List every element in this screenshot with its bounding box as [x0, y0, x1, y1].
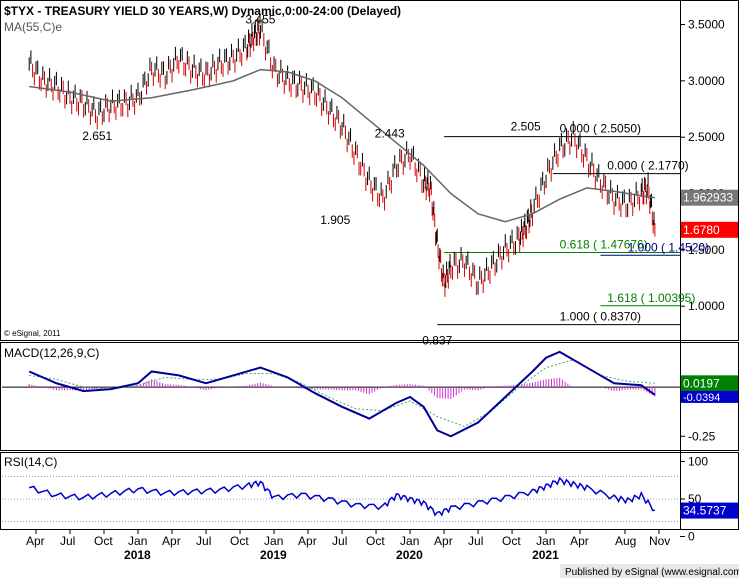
x-year-label: 2020	[396, 548, 423, 562]
x-year-label: 2021	[532, 548, 559, 562]
rsi-badge: 34.5737	[683, 504, 727, 518]
x-month-label: Jul	[60, 534, 75, 548]
price-pane: 3.50003.00002.50002.00001.50001.00000.00…	[28, 13, 738, 348]
x-month-label: Jan	[400, 534, 419, 548]
ma-label: MA(55,C)e	[4, 20, 62, 34]
x-month-label: Oct	[94, 534, 113, 548]
rsi-title: RSI(14,C)	[4, 455, 57, 469]
y-tick-label: 3.0000	[688, 74, 725, 88]
rsi-line	[28, 476, 655, 517]
rsi-pane-border	[0, 452, 739, 530]
rsi-tick-label: 100	[688, 455, 708, 469]
x-year-label: 2018	[124, 548, 151, 562]
x-month-label: Aug	[615, 534, 636, 548]
rsi-badge-bg	[681, 502, 738, 519]
price-badge: 1.962933	[683, 191, 733, 205]
fib-label: 1.000 ( 0.8370)	[560, 310, 641, 324]
footer-text: Published by eSignal (www.esignal.com)	[565, 567, 739, 578]
y-tick-label: 1.0000	[688, 299, 725, 313]
macd-signal-line	[29, 359, 655, 427]
x-year-label: 2019	[260, 548, 287, 562]
x-month-label: Apr	[162, 534, 181, 548]
price-annotation: 0.837	[422, 334, 452, 348]
copyright-label: © eSignal, 2011	[4, 329, 61, 338]
x-month-label: Jul	[332, 534, 347, 548]
x-month-label: Apr	[570, 534, 589, 548]
footer-bar	[560, 564, 739, 578]
last-price-badge: 1.6780	[683, 223, 720, 237]
macd-badge-bg	[681, 375, 738, 392]
fib-label: 0.618 ( 1.47676)	[560, 237, 648, 251]
rsi-tick-label: 0	[688, 530, 695, 544]
price-annotation: 1.905	[320, 213, 350, 227]
macd-line	[28, 350, 656, 438]
price-annotation: 2.651	[82, 129, 112, 143]
y-tick-label: 1.5000	[688, 243, 725, 257]
macd-badge2-bg	[681, 390, 738, 403]
x-month-label: Oct	[502, 534, 521, 548]
fib-label: 1.618 ( 1.00395)	[607, 291, 695, 305]
x-month-label: Oct	[366, 534, 385, 548]
macd-pane: -0.25 0.0197 -0.0394	[2, 350, 738, 443]
y-tick-label: 3.5000	[688, 18, 725, 32]
x-axis: Apr Jul Oct Jan Apr Jul Oct Jan Apr Jul Oct Jan Apr J…	[26, 530, 670, 562]
fib-label: 0.000 ( 2.1770)	[607, 159, 688, 173]
x-month-label: Oct	[230, 534, 249, 548]
macd-badge: 0.0197	[683, 376, 720, 390]
x-month-label: Jul	[196, 534, 211, 548]
x-month-label: Nov	[649, 534, 670, 548]
macd-badge2: -0.0394	[683, 392, 720, 404]
price-annotation: 2.505	[511, 120, 541, 134]
rsi-pane: 100 50 0 34.5737	[2, 455, 738, 544]
fib-label: 0.000 ( 2.5050)	[560, 122, 641, 136]
macd-title: MACD(12,26,9,C)	[4, 346, 99, 360]
x-month-label: Jan	[536, 534, 555, 548]
x-month-label: Jul	[468, 534, 483, 548]
x-month-label: Apr	[298, 534, 317, 548]
x-month-label: Jan	[128, 534, 147, 548]
price-annotation: 3.455	[245, 13, 275, 27]
price-annotation: 2.443	[375, 127, 405, 141]
x-month-label: Jan	[264, 534, 283, 548]
x-month-label: Apr	[434, 534, 453, 548]
last-price-badge-bg	[681, 221, 738, 238]
macd-tick-label: -0.25	[688, 429, 716, 443]
macd-pane-border	[0, 342, 739, 451]
ma-line	[29, 68, 655, 223]
price-badge-bg	[681, 189, 738, 206]
rsi-tick-label: 50	[688, 492, 702, 506]
x-month-label: Apr	[26, 534, 45, 548]
y-tick-label: 2.5000	[688, 130, 725, 144]
chart-title: $TYX - TREASURY YIELD 30 YEARS,W) Dynami…	[4, 4, 401, 18]
fib-label: 1.000 ( 1.4520)	[628, 240, 709, 254]
